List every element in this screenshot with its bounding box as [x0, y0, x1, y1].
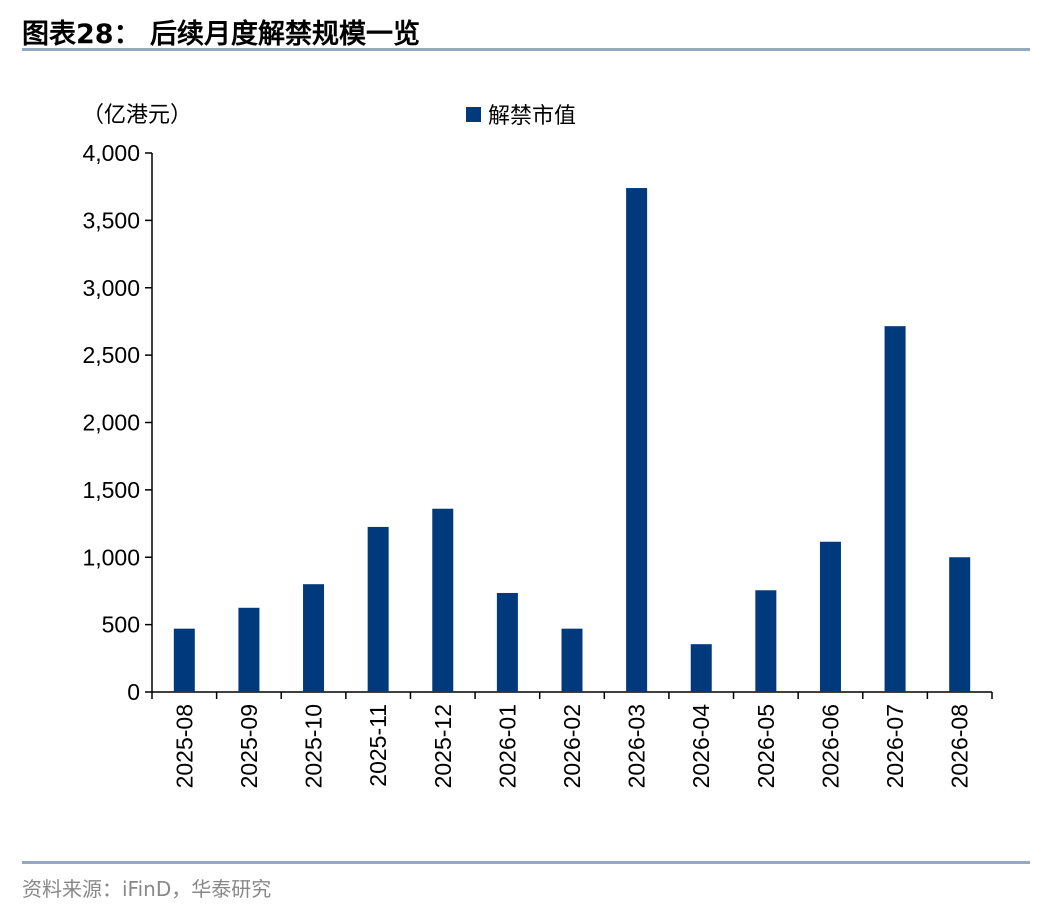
bottom-divider	[22, 861, 1030, 864]
top-divider	[22, 48, 1030, 51]
bar-2026-04	[690, 644, 712, 692]
bar-2026-02	[561, 628, 583, 692]
y-tick-label: 4,000	[82, 140, 140, 166]
bar-2026-08	[949, 557, 971, 692]
bar-2026-05	[755, 590, 777, 692]
bar-2026-03	[626, 188, 648, 692]
x-tick-label: 2025-10	[301, 704, 327, 788]
x-tick-label: 2025-09	[236, 704, 262, 788]
bar-chart: 0 500 1,000 1,500 2,000 2,500 3,000 3,500 4,000 2…	[82, 102, 993, 789]
bar-2025-10	[303, 584, 325, 692]
legend-label: 解禁市值	[488, 103, 576, 128]
x-tick-label: 2025-12	[430, 704, 456, 788]
x-tick-label: 2026-01	[494, 704, 520, 788]
x-tick-label: 2026-07	[882, 704, 908, 788]
y-tick-label: 2,000	[82, 410, 140, 436]
source-note: 资料来源：iFinD，华泰研究	[22, 877, 272, 901]
bar-2026-06	[819, 541, 841, 692]
x-tick-label: 2025-11	[365, 704, 391, 787]
x-tick-label: 2026-04	[688, 704, 714, 789]
x-tick-label: 2025-08	[171, 704, 197, 788]
x-tick-label: 2026-06	[817, 704, 843, 788]
bar-2026-07	[884, 326, 906, 692]
x-tick-label: 2026-05	[753, 704, 779, 788]
y-tick-label: 3,000	[82, 275, 140, 301]
bar-2025-09	[238, 607, 260, 692]
y-unit-label: （亿港元）	[82, 102, 192, 127]
bar-2025-12	[432, 508, 454, 692]
y-tick-label: 0	[127, 679, 140, 705]
bar-2026-01	[496, 592, 518, 692]
x-tick-label: 2026-02	[559, 704, 585, 788]
y-tick-label: 500	[102, 612, 140, 638]
y-tick-label: 3,500	[82, 207, 140, 233]
chart-title: 图表28： 后续月度解禁规模一览	[22, 19, 420, 50]
y-tick-label: 1,500	[82, 477, 140, 503]
y-tick-label: 1,000	[82, 544, 140, 570]
y-tick-label: 2,500	[82, 342, 140, 368]
bar-2025-11	[367, 526, 389, 692]
legend-swatch	[466, 107, 481, 122]
bar-2025-08	[173, 628, 195, 692]
x-tick-label: 2026-03	[624, 704, 650, 788]
x-tick-label: 2026-08	[947, 704, 973, 788]
